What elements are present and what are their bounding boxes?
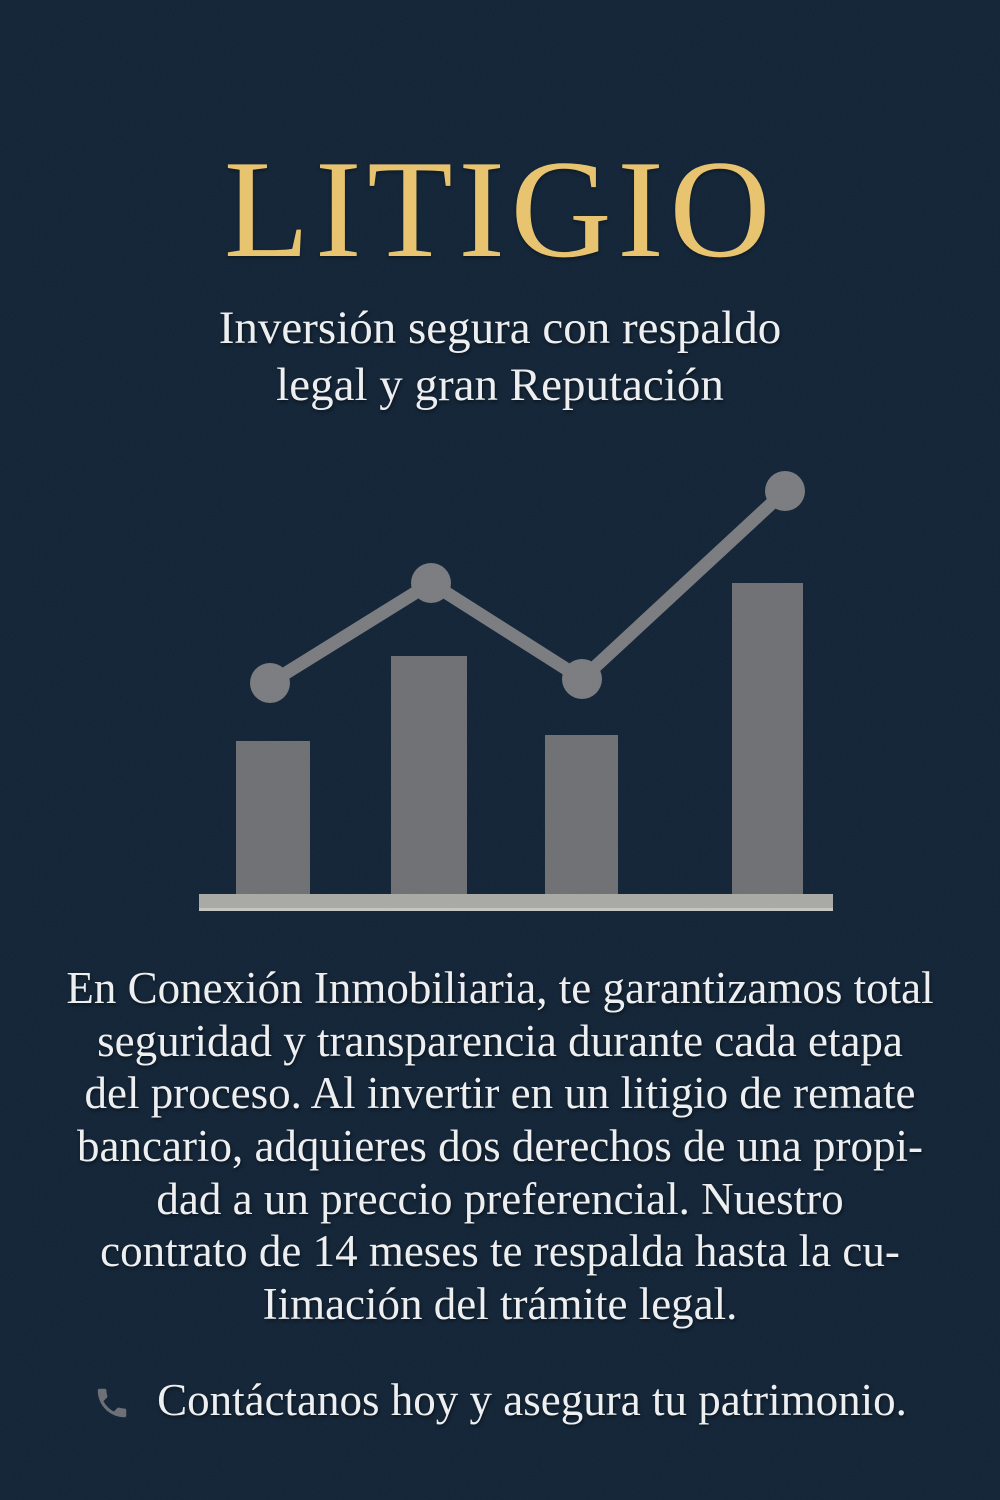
cta-text: Contáctanos hoy y asegura tu patrimonio.	[157, 1375, 907, 1425]
cta-row: Contáctanos hoy y asegura tu patrimonio.	[0, 1374, 1000, 1426]
chart-trend-dot	[250, 663, 290, 703]
growth-chart-graphic	[199, 460, 833, 911]
chart-trend-dot	[765, 471, 805, 511]
chart-bar	[732, 583, 803, 894]
chart-baseline-edge	[199, 908, 833, 911]
page-title: LITIGIO	[223, 132, 777, 287]
chart-trend-dot	[562, 659, 602, 699]
chart-bar	[545, 735, 618, 894]
chart-bar	[236, 741, 310, 894]
phone-icon	[97, 1388, 127, 1418]
subtitle: Inversión segura con respaldo legal y gr…	[218, 302, 782, 412]
growth-chart-icon	[199, 471, 833, 911]
body-paragraph: En Conexión Inmobiliaria, te garantizamo…	[66, 963, 934, 1329]
chart-trend-line	[266, 486, 790, 689]
chart-bar	[391, 656, 467, 894]
chart-baseline	[199, 894, 833, 908]
chart-trend-dot	[411, 563, 451, 603]
